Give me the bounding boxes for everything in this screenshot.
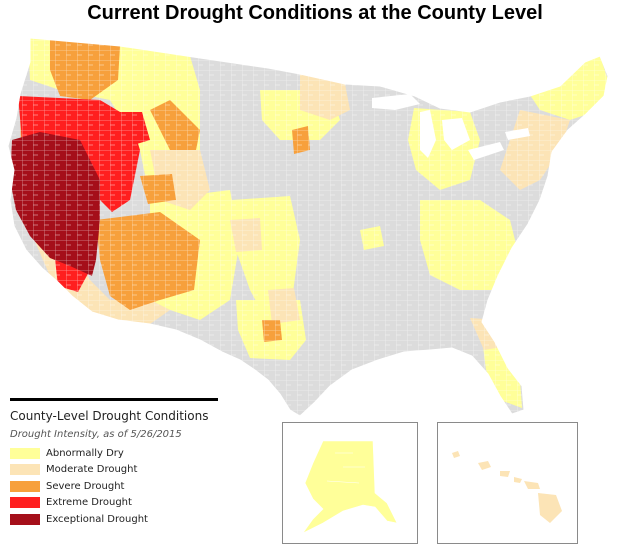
swatch-extreme-drought	[10, 497, 40, 509]
swatch-abnormally-dry	[10, 447, 40, 459]
legend-title: County-Level Drought Conditions	[10, 409, 209, 423]
legend-subtitle: Drought Intensity, as of 5/26/2015	[10, 429, 182, 440]
legend-label: Extreme Drought	[46, 497, 132, 509]
legend: County-Level Drought Conditions Drought …	[10, 398, 220, 528]
contiguous-us	[8, 38, 608, 416]
alaska-inset	[282, 422, 418, 544]
great-lakes	[372, 94, 530, 160]
legend-label: Abnormally Dry	[46, 447, 124, 459]
legend-item-moderate-drought: Moderate Drought	[10, 462, 220, 479]
legend-item-exceptional-drought: Exceptional Drought	[10, 511, 220, 528]
us-outline	[7, 37, 609, 417]
legend-item-abnormally-dry: Abnormally Dry	[10, 445, 220, 462]
map-title: Current Drought Conditions at the County…	[87, 2, 543, 24]
legend-item-severe-drought: Severe Drought	[10, 478, 220, 495]
hawaii-map	[452, 451, 562, 523]
legend-item-extreme-drought: Extreme Drought	[10, 495, 220, 512]
legend-label: Moderate Drought	[46, 464, 138, 476]
alaska-map	[302, 440, 398, 534]
legend-label: Severe Drought	[46, 480, 125, 492]
hawaii-inset	[437, 422, 578, 544]
swatch-severe-drought	[10, 480, 40, 492]
legend-label: Exceptional Drought	[46, 513, 148, 525]
swatch-moderate-drought	[10, 464, 40, 476]
swatch-exceptional-drought	[10, 513, 40, 525]
legend-rule	[10, 398, 218, 401]
